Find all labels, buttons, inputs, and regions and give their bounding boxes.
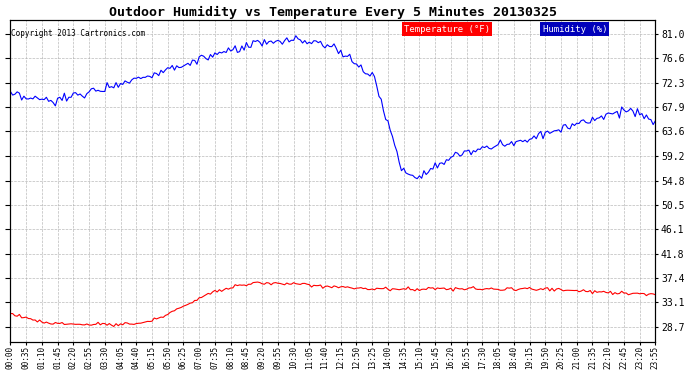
Title: Outdoor Humidity vs Temperature Every 5 Minutes 20130325: Outdoor Humidity vs Temperature Every 5 … <box>109 6 557 19</box>
Text: Temperature (°F): Temperature (°F) <box>404 25 490 34</box>
Text: Copyright 2013 Cartronics.com: Copyright 2013 Cartronics.com <box>11 30 145 39</box>
Text: Humidity (%): Humidity (%) <box>542 25 607 34</box>
